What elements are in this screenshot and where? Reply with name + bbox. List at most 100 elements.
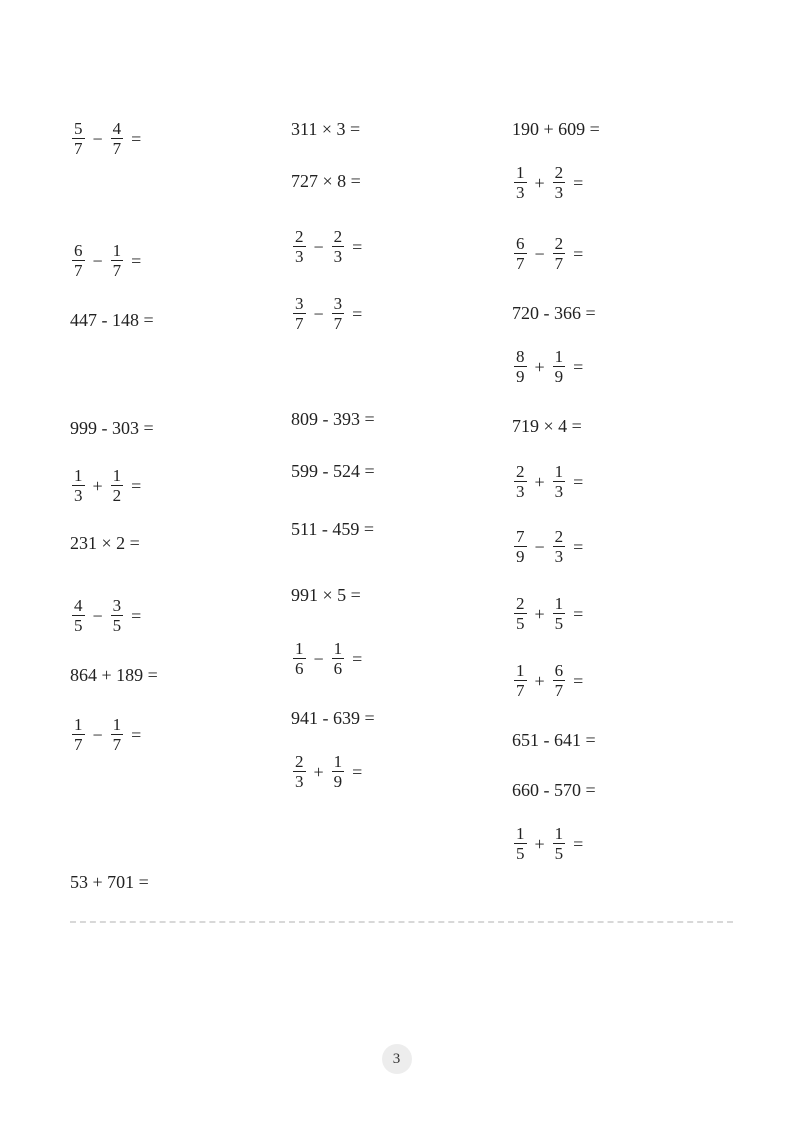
- equals: =: [131, 477, 141, 495]
- fraction-problem: 17−17=: [70, 716, 291, 753]
- arithmetic-problem: 727 × 8 =: [291, 172, 512, 190]
- equals: =: [352, 763, 362, 781]
- fraction: 12: [111, 467, 124, 504]
- operator: −: [314, 650, 324, 668]
- fraction: 23: [293, 228, 306, 265]
- fraction: 23: [553, 164, 566, 201]
- equals: =: [573, 538, 583, 556]
- fraction: 13: [514, 164, 527, 201]
- numerator: 3: [111, 597, 124, 615]
- arithmetic-problem: 941 - 639 =: [291, 709, 512, 727]
- denominator: 5: [553, 843, 566, 862]
- fraction: 16: [293, 640, 306, 677]
- operator: +: [314, 763, 324, 781]
- denominator: 7: [72, 260, 85, 279]
- numerator: 1: [72, 716, 85, 734]
- fraction-problem: 25+15=: [512, 595, 733, 632]
- equals: =: [573, 473, 583, 491]
- denominator: 9: [514, 366, 527, 385]
- arithmetic-problem: 999 - 303 =: [70, 419, 291, 437]
- numerator: 3: [332, 295, 345, 313]
- problem-column: 57−47=67−17=447 - 148 =999 - 303 =13+12=…: [70, 120, 291, 891]
- operator: +: [93, 477, 103, 495]
- fraction: 25: [514, 595, 527, 632]
- operator: +: [535, 473, 545, 491]
- problem-text: 231 × 2 =: [70, 534, 140, 552]
- equals: =: [352, 238, 362, 256]
- fraction-problem: 13+23=: [512, 164, 733, 201]
- numerator: 2: [514, 463, 527, 481]
- denominator: 9: [553, 366, 566, 385]
- problem-text: 660 - 570 =: [512, 781, 596, 799]
- equals: =: [573, 174, 583, 192]
- denominator: 7: [72, 138, 85, 157]
- equals: =: [573, 358, 583, 376]
- arithmetic-problem: 719 × 4 =: [512, 417, 733, 435]
- fraction-problem: 37−37=: [291, 295, 512, 332]
- problem-text: 651 - 641 =: [512, 731, 596, 749]
- fraction: 35: [111, 597, 124, 634]
- problem-text: 727 × 8 =: [291, 172, 361, 190]
- fraction-problem: 15+15=: [512, 825, 733, 862]
- problem-text: 190 + 609 =: [512, 120, 600, 138]
- denominator: 5: [553, 613, 566, 632]
- denominator: 7: [111, 734, 124, 753]
- operator: +: [535, 605, 545, 623]
- denominator: 3: [553, 481, 566, 500]
- numerator: 1: [553, 595, 566, 613]
- problem-text: 941 - 639 =: [291, 709, 375, 727]
- arithmetic-problem: 511 - 459 =: [291, 520, 512, 538]
- numerator: 1: [553, 348, 566, 366]
- fraction: 37: [332, 295, 345, 332]
- numerator: 1: [72, 467, 85, 485]
- numerator: 1: [332, 640, 345, 658]
- equals: =: [573, 835, 583, 853]
- arithmetic-problem: 599 - 524 =: [291, 462, 512, 480]
- fraction: 17: [514, 662, 527, 699]
- denominator: 7: [332, 313, 345, 332]
- operator: +: [535, 835, 545, 853]
- numerator: 4: [111, 120, 124, 138]
- denominator: 7: [111, 138, 124, 157]
- fraction: 79: [514, 528, 527, 565]
- denominator: 2: [111, 485, 124, 504]
- denominator: 5: [111, 615, 124, 634]
- denominator: 7: [553, 253, 566, 272]
- numerator: 6: [553, 662, 566, 680]
- fraction-problem: 57−47=: [70, 120, 291, 157]
- fraction: 47: [111, 120, 124, 157]
- fraction-problem: 23−23=: [291, 228, 512, 265]
- numerator: 2: [332, 228, 345, 246]
- equals: =: [131, 726, 141, 744]
- arithmetic-problem: 190 + 609 =: [512, 120, 733, 138]
- denominator: 9: [332, 771, 345, 790]
- equals: =: [131, 252, 141, 270]
- problem-text: 809 - 393 =: [291, 410, 375, 428]
- page-number-wrap: 3: [0, 1044, 793, 1074]
- fraction: 15: [553, 825, 566, 862]
- denominator: 7: [514, 680, 527, 699]
- fraction-problem: 79−23=: [512, 528, 733, 565]
- arithmetic-problem: 720 - 366 =: [512, 304, 733, 322]
- problem-text: 720 - 366 =: [512, 304, 596, 322]
- numerator: 3: [293, 295, 306, 313]
- denominator: 5: [514, 613, 527, 632]
- equals: =: [573, 672, 583, 690]
- denominator: 7: [514, 253, 527, 272]
- fraction: 23: [293, 753, 306, 790]
- operator: −: [93, 726, 103, 744]
- numerator: 7: [514, 528, 527, 546]
- denominator: 7: [72, 734, 85, 753]
- numerator: 5: [72, 120, 85, 138]
- operator: +: [535, 672, 545, 690]
- numerator: 1: [293, 640, 306, 658]
- fraction: 17: [111, 242, 124, 279]
- arithmetic-problem: 660 - 570 =: [512, 781, 733, 799]
- arithmetic-problem: 53 + 701 =: [70, 873, 291, 891]
- fraction: 23: [553, 528, 566, 565]
- fraction-problem: 45−35=: [70, 597, 291, 634]
- page-separator: [70, 921, 733, 923]
- problem-text: 991 × 5 =: [291, 586, 361, 604]
- numerator: 2: [293, 228, 306, 246]
- denominator: 7: [553, 680, 566, 699]
